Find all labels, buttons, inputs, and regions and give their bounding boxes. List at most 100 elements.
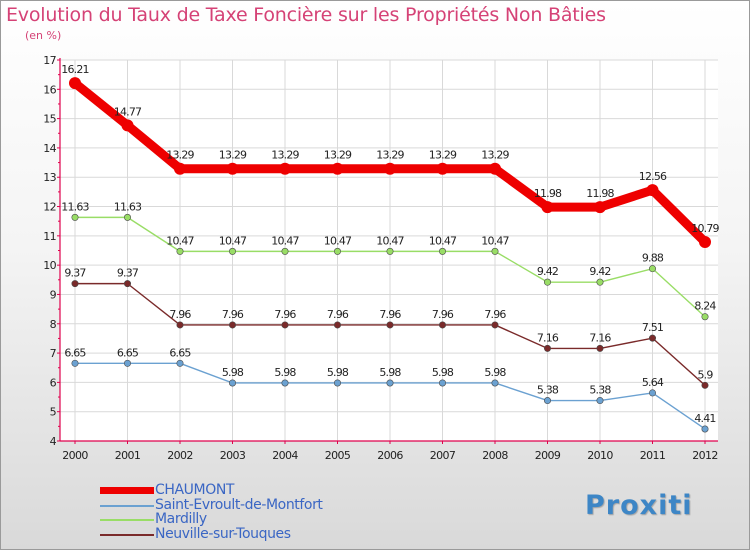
legend-swatch-mardilly (100, 519, 154, 521)
data-label-chaumont: 10.79 (691, 222, 719, 235)
data-point-mardilly (648, 265, 656, 273)
legend-label-mardilly: Mardilly (155, 511, 207, 527)
data-point-mardilly (701, 313, 709, 321)
data-label-chaumont: 13.29 (271, 149, 299, 162)
data-label-saint-evroult-de-montfort: 5.98 (327, 366, 349, 379)
y-tick-label: 8 (50, 318, 57, 331)
data-point-neuville-sur-touques (229, 321, 237, 329)
data-point-neuville-sur-touques (491, 321, 499, 329)
data-label-mardilly: 8.24 (694, 300, 716, 313)
data-label-neuville-sur-touques: 7.16 (537, 331, 559, 344)
y-tick-label: 14 (43, 142, 56, 155)
x-tick-label: 2007 (430, 449, 456, 462)
data-label-neuville-sur-touques: 7.51 (642, 321, 663, 334)
y-tick-label: 16 (43, 83, 56, 96)
data-point-chaumont (384, 162, 396, 175)
data-point-mardilly (491, 247, 499, 255)
y-tick-label: 17 (43, 54, 56, 67)
data-point-neuville-sur-touques (701, 381, 709, 389)
data-point-chaumont (594, 201, 606, 214)
y-tick-label: 11 (43, 230, 56, 243)
data-point-neuville-sur-touques (124, 280, 132, 288)
data-point-saint-evroult-de-montfort (543, 397, 551, 405)
data-point-chaumont (541, 201, 554, 214)
y-tick-label: 6 (50, 376, 57, 389)
data-point-neuville-sur-touques (281, 321, 289, 329)
data-point-saint-evroult-de-montfort (281, 379, 289, 387)
data-point-saint-evroult-de-montfort (176, 359, 184, 367)
data-label-saint-evroult-de-montfort: 5.38 (589, 384, 611, 397)
data-label-chaumont: 13.29 (429, 149, 457, 162)
data-point-saint-evroult-de-montfort (386, 379, 394, 387)
legend-swatch-neuville-sur-touques (100, 533, 154, 536)
y-tick-label: 15 (43, 113, 56, 126)
data-label-saint-evroult-de-montfort: 5.98 (484, 366, 506, 379)
y-tick-label: 7 (50, 347, 57, 360)
data-point-mardilly (281, 247, 289, 255)
data-label-mardilly: 10.47 (481, 234, 509, 247)
data-label-mardilly: 10.47 (376, 234, 404, 247)
data-point-neuville-sur-touques (438, 321, 446, 329)
data-label-chaumont: 13.29 (376, 149, 404, 162)
data-label-mardilly: 10.47 (219, 234, 247, 247)
data-label-neuville-sur-touques: 7.96 (327, 308, 349, 321)
legend-swatch-chaumont (100, 487, 154, 494)
data-point-chaumont (174, 162, 186, 175)
x-tick-label: 2009 (535, 449, 561, 462)
x-tick-label: 2004 (272, 449, 298, 462)
data-label-saint-evroult-de-montfort: 6.65 (64, 346, 86, 359)
data-label-chaumont: 13.29 (481, 149, 509, 162)
legend-label-chaumont: CHAUMONT (155, 482, 235, 498)
data-label-mardilly: 9.88 (642, 252, 664, 265)
data-label-saint-evroult-de-montfort: 5.64 (642, 376, 664, 389)
x-tick-label: 2000 (62, 449, 88, 462)
data-label-saint-evroult-de-montfort: 5.98 (274, 366, 296, 379)
data-point-mardilly (71, 213, 79, 221)
x-tick-label: 2011 (640, 449, 666, 462)
legend-swatch-saint-evroult-de-montfort (100, 504, 154, 507)
data-label-neuville-sur-touques: 5.9 (697, 368, 713, 381)
data-label-neuville-sur-touques: 7.96 (379, 308, 401, 321)
data-point-saint-evroult-de-montfort (124, 359, 132, 367)
data-label-chaumont: 12.56 (639, 170, 667, 183)
data-point-mardilly (176, 247, 184, 255)
data-point-mardilly (386, 247, 394, 255)
data-label-neuville-sur-touques: 7.96 (169, 308, 191, 321)
data-point-mardilly (438, 247, 446, 255)
chart-title: Evolution du Taux de Taxe Foncière sur l… (6, 4, 606, 26)
data-label-chaumont: 14.77 (114, 105, 142, 118)
data-label-chaumont: 16.21 (61, 63, 89, 76)
data-point-chaumont (121, 119, 134, 132)
data-point-neuville-sur-touques (333, 321, 341, 329)
data-point-mardilly (543, 278, 551, 286)
x-tick-label: 2010 (587, 449, 613, 462)
data-point-chaumont (436, 162, 449, 175)
data-label-mardilly: 9.42 (537, 265, 558, 278)
data-point-neuville-sur-touques (596, 344, 604, 352)
data-label-mardilly: 10.47 (166, 234, 194, 247)
data-label-saint-evroult-de-montfort: 5.98 (222, 366, 244, 379)
legend-label-saint-evroult-de-montfort: Saint-Evroult-de-Montfort (155, 496, 323, 513)
data-label-mardilly: 10.47 (271, 234, 299, 247)
data-label-chaumont: 13.29 (219, 149, 247, 162)
y-tick-label: 4 (50, 435, 57, 448)
data-point-saint-evroult-de-montfort (648, 389, 656, 397)
x-tick-label: 2003 (220, 449, 246, 462)
data-label-mardilly: 10.47 (429, 234, 457, 247)
x-tick-label: 2001 (115, 449, 141, 462)
data-label-neuville-sur-touques: 9.37 (117, 267, 139, 280)
data-point-chaumont (226, 162, 239, 175)
data-label-chaumont: 11.98 (534, 187, 562, 200)
data-label-mardilly: 10.47 (324, 234, 352, 247)
data-point-saint-evroult-de-montfort (438, 379, 446, 387)
y-tick-label: 10 (43, 259, 56, 272)
data-point-neuville-sur-touques (543, 344, 551, 352)
data-point-neuville-sur-touques (386, 321, 394, 329)
data-label-saint-evroult-de-montfort: 6.65 (117, 346, 139, 359)
data-point-neuville-sur-touques (71, 280, 79, 288)
data-label-saint-evroult-de-montfort: 5.98 (432, 366, 454, 379)
data-point-chaumont (331, 162, 344, 175)
y-tick-label: 5 (50, 406, 57, 419)
data-point-saint-evroult-de-montfort (596, 397, 604, 405)
x-tick-label: 2002 (167, 449, 193, 462)
